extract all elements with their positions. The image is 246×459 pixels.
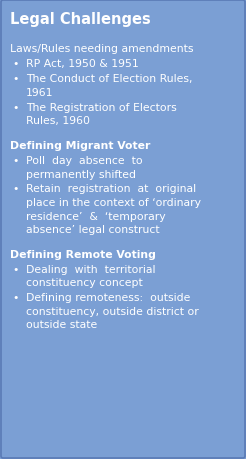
Text: •: • [12, 59, 18, 69]
Text: Defining remoteness:  outside: Defining remoteness: outside [26, 293, 190, 302]
Text: RP Act, 1950 & 1951: RP Act, 1950 & 1951 [26, 59, 139, 69]
Text: •: • [12, 156, 18, 166]
Text: The Registration of Electors: The Registration of Electors [26, 102, 177, 112]
Text: •: • [12, 74, 18, 84]
Text: 1961: 1961 [26, 88, 53, 97]
Text: absence’ legal construct: absence’ legal construct [26, 224, 160, 235]
Text: Poll  day  absence  to: Poll day absence to [26, 156, 143, 166]
Text: Rules, 1960: Rules, 1960 [26, 116, 90, 126]
Text: Defining Remote Voting: Defining Remote Voting [10, 249, 156, 259]
Text: constituency concept: constituency concept [26, 278, 143, 288]
Text: outside state: outside state [26, 319, 97, 330]
Text: Dealing  with  territorial: Dealing with territorial [26, 264, 155, 274]
Text: Retain  registration  at  original: Retain registration at original [26, 184, 196, 194]
Text: residence’  &  ‘temporary: residence’ & ‘temporary [26, 211, 166, 221]
Text: constituency, outside district or: constituency, outside district or [26, 306, 199, 316]
Text: Laws/Rules needing amendments: Laws/Rules needing amendments [10, 44, 194, 54]
Text: •: • [12, 102, 18, 112]
Text: place in the context of ‘ordinary: place in the context of ‘ordinary [26, 197, 201, 207]
Text: permanently shifted: permanently shifted [26, 169, 136, 179]
Text: •: • [12, 264, 18, 274]
Text: •: • [12, 293, 18, 302]
Text: Defining Migrant Voter: Defining Migrant Voter [10, 141, 150, 151]
Text: •: • [12, 184, 18, 194]
Text: The Conduct of Election Rules,: The Conduct of Election Rules, [26, 74, 193, 84]
Text: Legal Challenges: Legal Challenges [10, 12, 151, 27]
